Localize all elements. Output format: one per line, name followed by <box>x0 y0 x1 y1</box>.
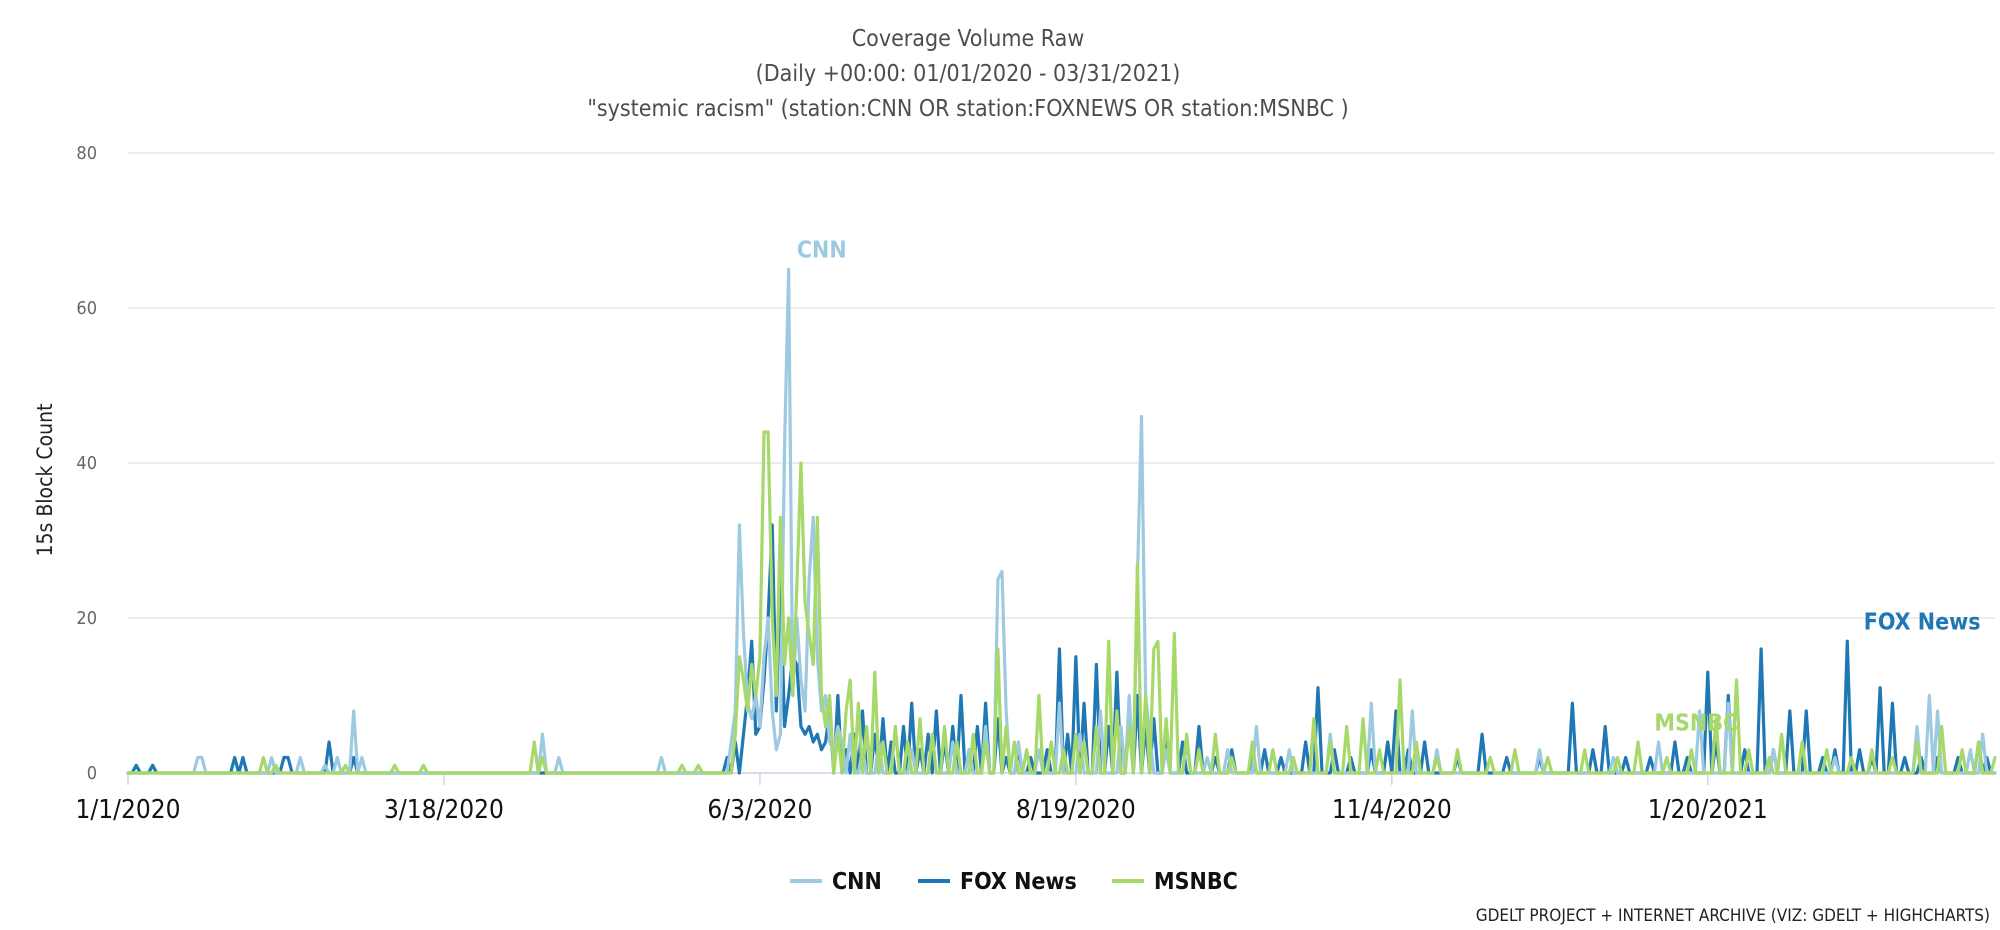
x-tick-label: 1/1/2020 <box>75 795 180 825</box>
y-axis: 0 20 40 60 80 <box>76 143 97 784</box>
legend-item-fox-news[interactable]: FOX News <box>918 869 1077 895</box>
series-label-cnn: CNN <box>797 238 847 264</box>
legend[interactable]: CNN FOX News MSNBC <box>790 869 1238 895</box>
x-axis: 1/1/2020 3/18/2020 6/3/2020 8/19/2020 11/4/2… <box>75 772 1995 825</box>
chart-title-line-1: Coverage Volume Raw <box>852 26 1085 52</box>
series-label-fox-news: FOX News <box>1864 610 1981 636</box>
y-tick-label: 40 <box>76 453 97 474</box>
y-axis-label: 15s Block Count <box>33 403 57 556</box>
y-tick-label: 0 <box>87 763 97 784</box>
x-tick-label: 11/4/2020 <box>1332 795 1452 825</box>
x-tick-label: 8/19/2020 <box>1016 795 1136 825</box>
chart-title-line-3: "systemic racism" (station:CNN OR statio… <box>587 96 1348 122</box>
x-tick-label: 1/20/2021 <box>1648 795 1768 825</box>
legend-label: FOX News <box>960 869 1077 895</box>
legend-item-msnbc[interactable]: MSNBC <box>1112 869 1238 895</box>
y-tick-label: 20 <box>76 608 97 629</box>
series-label-msnbc: MSNBC <box>1654 710 1738 736</box>
credit-text: GDELT PROJECT + INTERNET ARCHIVE (VIZ: G… <box>1476 906 1990 926</box>
chart-title: Coverage Volume Raw (Daily +00:00: 01/01… <box>587 26 1348 122</box>
x-tick-label: 3/18/2020 <box>384 795 504 825</box>
legend-label: CNN <box>832 869 882 895</box>
legend-label: MSNBC <box>1154 869 1238 895</box>
series-line-msnbc[interactable] <box>126 430 1997 775</box>
series-labels: CNN FOX News MSNBC <box>797 238 1981 737</box>
y-tick-label: 80 <box>76 143 97 164</box>
legend-item-cnn[interactable]: CNN <box>790 869 882 895</box>
series-lines <box>126 267 1997 775</box>
y-tick-label: 60 <box>76 298 97 319</box>
chart-title-line-2: (Daily +00:00: 01/01/2020 - 03/31/2021) <box>756 61 1181 87</box>
x-tick-label: 6/3/2020 <box>707 795 812 825</box>
